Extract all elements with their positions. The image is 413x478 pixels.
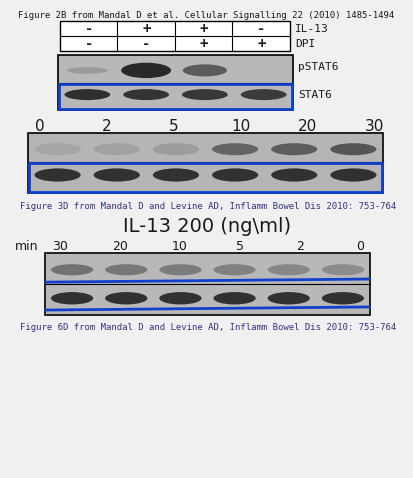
Ellipse shape [240, 89, 286, 100]
Ellipse shape [330, 143, 375, 155]
Text: Figure 6D from Mandal D and Levine AD, Inflamm Bowel Dis 2010: 753-764: Figure 6D from Mandal D and Levine AD, I… [20, 323, 395, 332]
Ellipse shape [159, 264, 201, 275]
Text: pSTAT6: pSTAT6 [297, 62, 338, 72]
Bar [58, 55, 292, 110]
Text: 2: 2 [102, 119, 112, 133]
Ellipse shape [267, 264, 309, 275]
Ellipse shape [121, 63, 171, 78]
Text: +: + [142, 22, 150, 35]
Ellipse shape [105, 264, 147, 275]
Ellipse shape [330, 168, 375, 182]
Ellipse shape [34, 143, 81, 155]
Ellipse shape [159, 292, 201, 304]
Text: IL-13: IL-13 [294, 23, 328, 33]
Ellipse shape [152, 143, 199, 155]
Text: 20: 20 [298, 119, 317, 133]
Ellipse shape [51, 264, 93, 275]
Text: 5: 5 [169, 119, 178, 133]
Text: Figure 3D from Mandal D and Levine AD, Inflamm Bowel Dis 2010: 753-764: Figure 3D from Mandal D and Levine AD, I… [20, 202, 395, 211]
Bar [28, 133, 382, 193]
Text: +: + [199, 22, 207, 35]
Text: 0: 0 [35, 119, 45, 133]
Ellipse shape [182, 89, 227, 100]
Ellipse shape [93, 143, 140, 155]
Ellipse shape [267, 292, 309, 304]
Bar [60, 21, 289, 51]
Ellipse shape [321, 292, 363, 304]
Text: 30: 30 [52, 239, 68, 252]
Ellipse shape [183, 65, 226, 76]
Ellipse shape [152, 168, 199, 182]
Ellipse shape [213, 264, 255, 275]
Ellipse shape [123, 89, 169, 100]
Ellipse shape [93, 168, 140, 182]
Ellipse shape [66, 67, 108, 74]
Text: DPI: DPI [294, 39, 314, 48]
Text: +: + [199, 36, 207, 51]
Text: -: - [84, 36, 93, 51]
Ellipse shape [211, 143, 258, 155]
Text: +: + [256, 36, 265, 51]
Text: -: - [84, 22, 93, 35]
Text: 2: 2 [295, 239, 303, 252]
Ellipse shape [271, 168, 316, 182]
Ellipse shape [64, 89, 110, 100]
Ellipse shape [51, 292, 93, 304]
Text: -: - [256, 22, 265, 35]
Bar [45, 253, 369, 315]
Text: 5: 5 [235, 239, 243, 252]
Text: IL-13 200 (ng\ml): IL-13 200 (ng\ml) [123, 217, 290, 236]
Text: STAT6: STAT6 [297, 89, 331, 99]
Text: min: min [15, 239, 38, 252]
Ellipse shape [105, 292, 147, 304]
Text: 30: 30 [364, 119, 384, 133]
Bar [29, 163, 381, 192]
Text: 10: 10 [172, 239, 188, 252]
Ellipse shape [34, 168, 81, 182]
Text: -: - [142, 36, 150, 51]
Text: Figure 2B from Mandal D et al. Cellular Signalling 22 (2010) 1485-1494: Figure 2B from Mandal D et al. Cellular … [18, 11, 393, 20]
Bar [59, 84, 291, 109]
Text: 20: 20 [112, 239, 128, 252]
Ellipse shape [211, 168, 258, 182]
Ellipse shape [213, 292, 255, 304]
Ellipse shape [271, 143, 316, 155]
Text: 10: 10 [231, 119, 250, 133]
Ellipse shape [321, 264, 363, 275]
Text: 0: 0 [355, 239, 363, 252]
